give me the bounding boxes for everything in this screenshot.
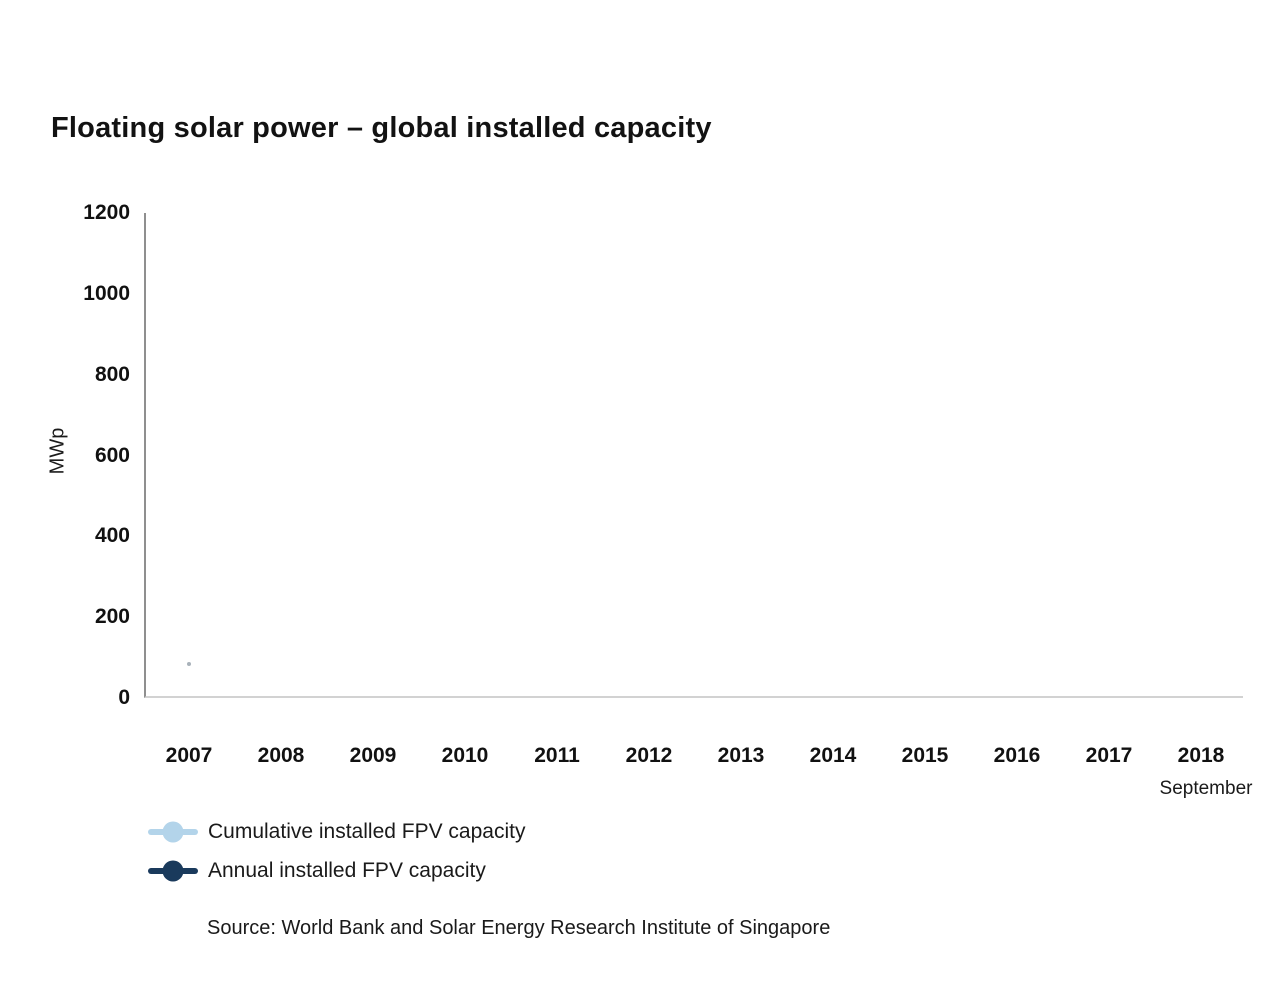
- x-tick-label: 2016: [993, 744, 1041, 767]
- source-note: Source: World Bank and Solar Energy Rese…: [207, 917, 831, 939]
- x-tick-label: 2007: [165, 744, 213, 767]
- x-tick-label: 2010: [441, 744, 489, 767]
- page-title: Floating solar power – global installed …: [51, 112, 712, 144]
- x-tick-label: 2014: [809, 744, 857, 767]
- x-tick-label: 2008: [257, 744, 305, 767]
- circle-marker-icon: [162, 821, 184, 842]
- circle-marker-icon: [162, 860, 184, 881]
- x-tick-label: 2009: [349, 744, 397, 767]
- legend-label-annual: Annual installed FPV capacity: [208, 858, 486, 882]
- x-tick-label: 2012: [625, 744, 673, 767]
- data-point-dot: [187, 661, 191, 666]
- x-tick-label: 2018: [1177, 744, 1225, 767]
- y-tick-label: 1200: [83, 201, 130, 224]
- x-tick-label: 2017: [1085, 744, 1133, 767]
- x-tick-label: 2011: [534, 744, 580, 767]
- y-tick-label: 0: [118, 686, 130, 709]
- legend-item-annual: Annual installed FPV capacity: [148, 851, 525, 890]
- y-tick-label: 1000: [83, 281, 130, 305]
- plot-area: [144, 213, 1243, 698]
- x-tick-label: 2015: [901, 744, 949, 767]
- legend-marker-annual-icon: [148, 860, 198, 882]
- y-tick-label: 600: [94, 443, 130, 467]
- legend-label-cumulative: Cumulative installed FPV capacity: [208, 819, 526, 843]
- legend-item-cumulative: Cumulative installed FPV capacity: [148, 812, 525, 851]
- y-tick-label: 400: [94, 524, 130, 548]
- legend-marker-cumulative-icon: [148, 821, 198, 843]
- x-tick-label: 2013: [717, 744, 765, 767]
- x-axis-sublabel: September: [1159, 778, 1253, 799]
- legend: Cumulative installed FPV capacity Annual…: [148, 812, 525, 890]
- y-tick-label: 800: [94, 362, 130, 386]
- y-tick-label: 200: [94, 605, 130, 629]
